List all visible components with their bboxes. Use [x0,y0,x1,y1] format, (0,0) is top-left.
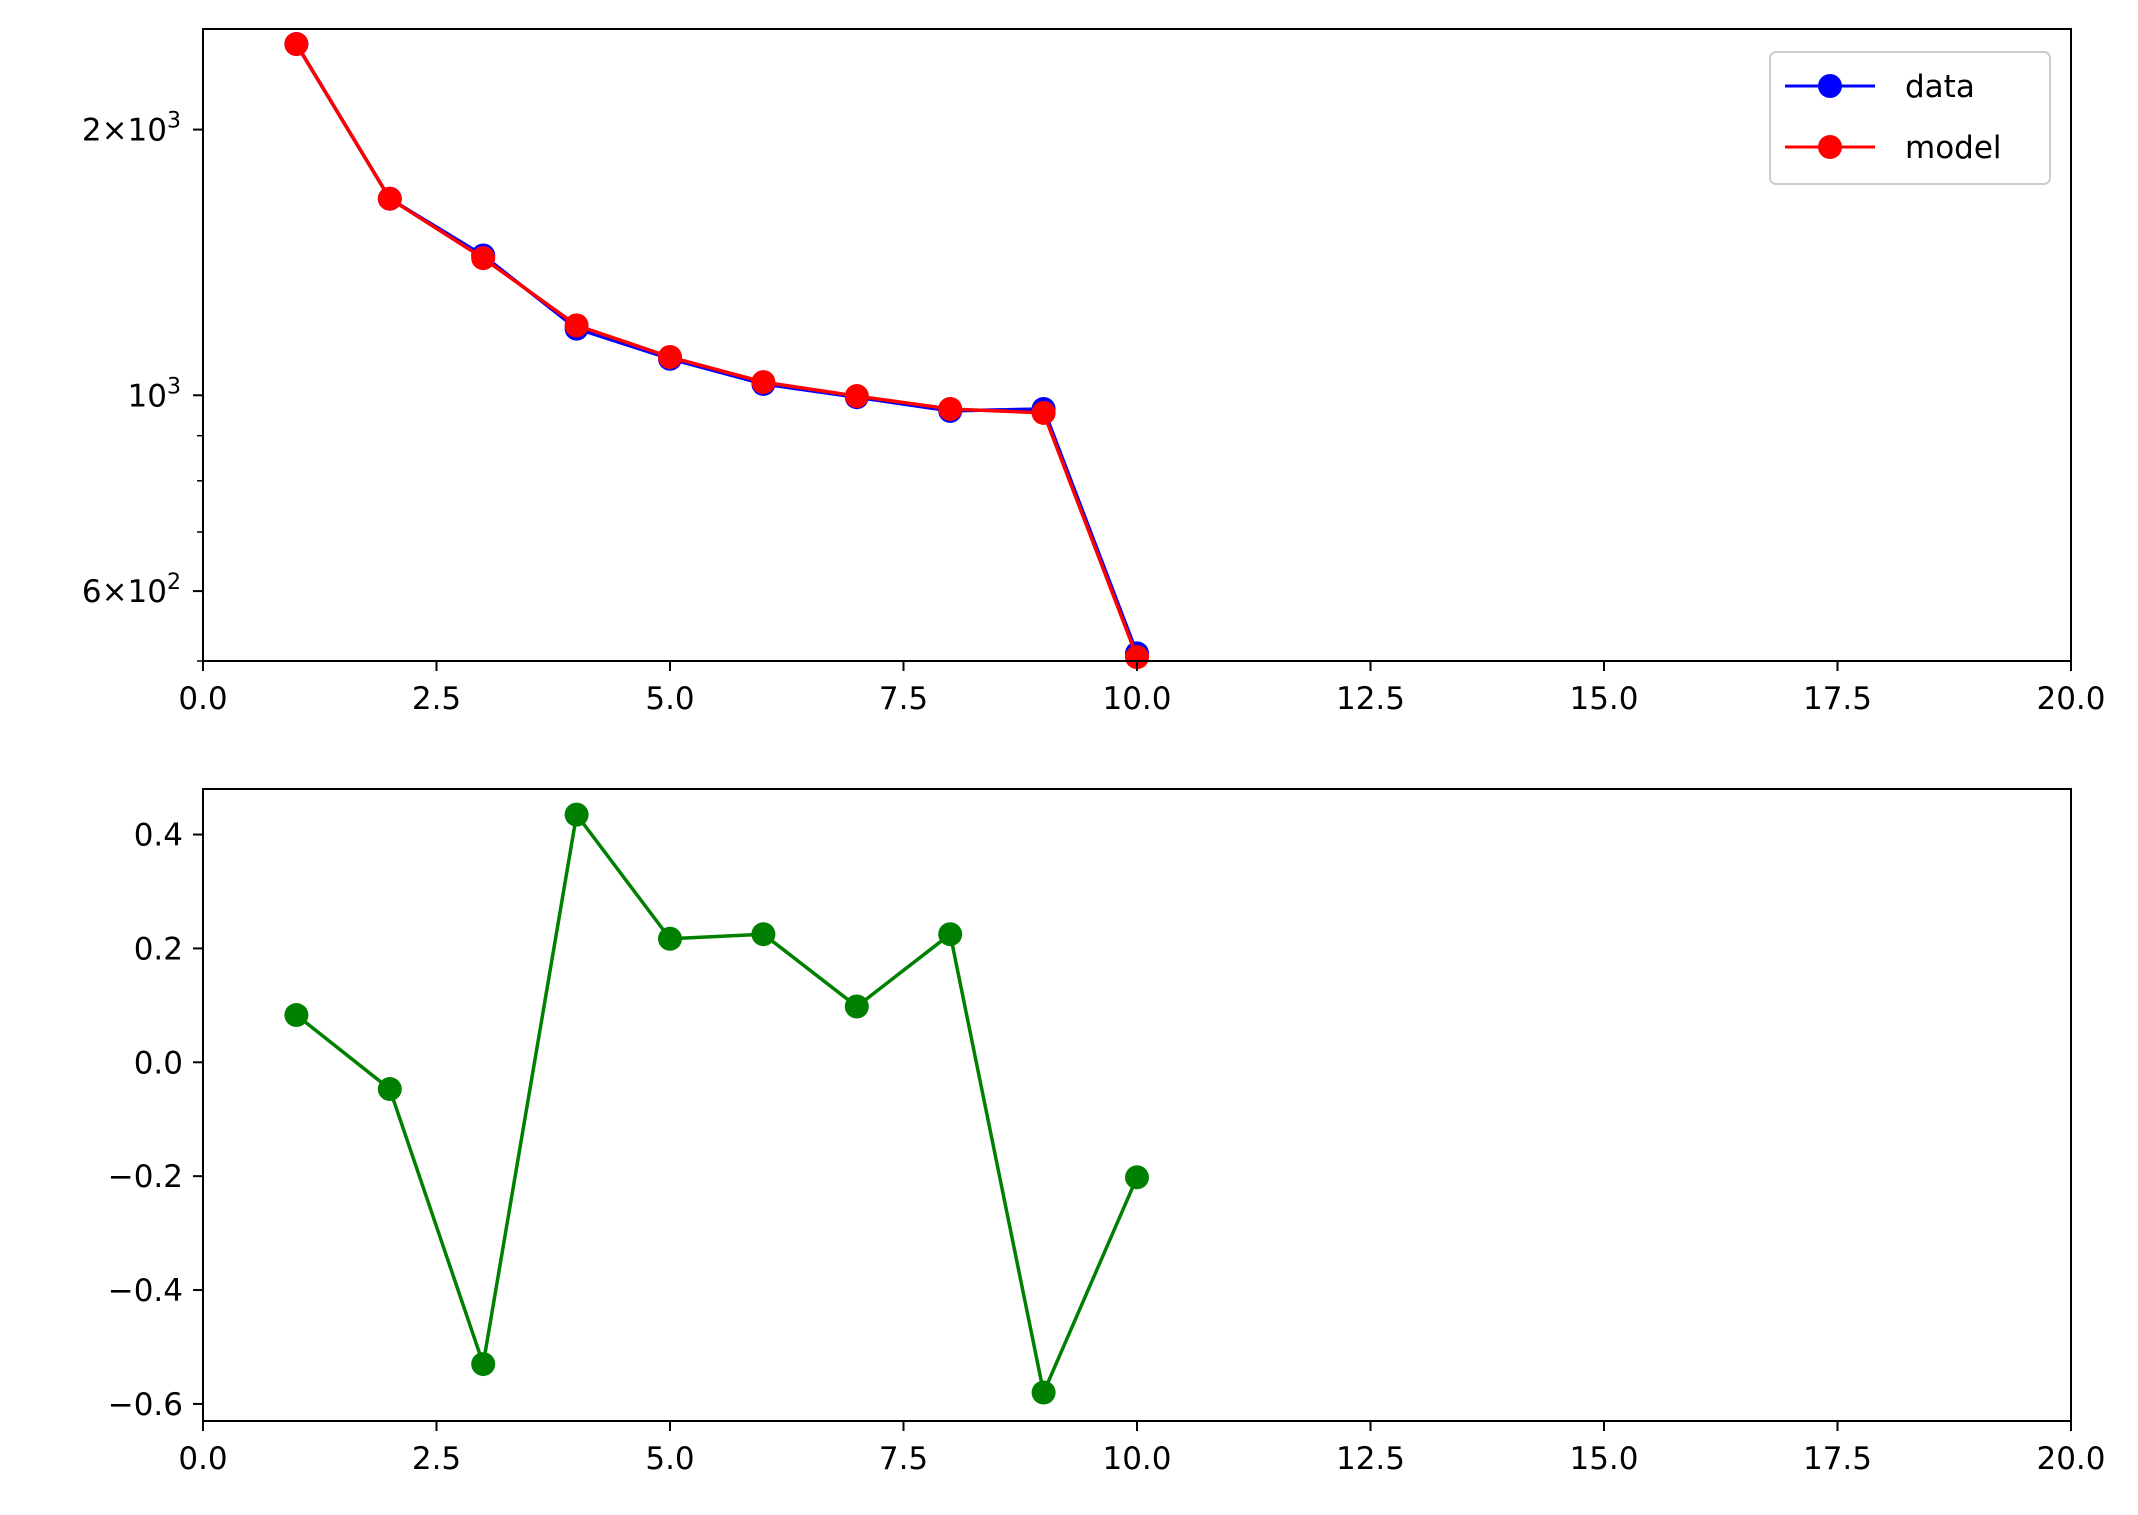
bottom-y-tick-label: 0.0 [134,1045,183,1081]
top-x-tick-label: 0.0 [178,681,227,717]
top-y-tick-label: 6×102 [82,570,181,610]
data-point-model [564,313,589,338]
top-y-tick-label: 2×103 [82,109,181,149]
top-x-tick-label: 12.5 [1336,681,1405,717]
top-x-axis: 0.0 2.5 5.0 7.5 10.0 12.5 15.0 17.5 20.0 [178,661,2106,717]
bottom-x-tick-label: 7.5 [879,1441,928,1477]
data-point-residual [844,994,869,1019]
data-point-residual [471,1352,496,1377]
bottom-y-tick-label: 0.4 [134,818,183,854]
top-x-tick-label: 10.0 [1102,681,1171,717]
series-line-residual [295,812,1139,1395]
top-y-axis: 6×102 103 2×103 [82,109,203,662]
data-point-model [284,32,309,57]
data-point-residual [284,1003,309,1028]
top-chart-panel: 0.0 2.5 5.0 7.5 10.0 12.5 15.0 17.5 20.0 6×102 10… [82,28,2106,717]
data-point-residual [564,802,589,827]
data-point-residual [1031,1380,1056,1405]
top-x-tick-label: 20.0 [2036,681,2105,717]
data-point-model [377,186,402,211]
top-x-tick-label: 7.5 [879,681,928,717]
bottom-plot-area [284,802,1149,1405]
legend-entry-data: data [1785,69,1975,105]
bottom-x-tick-label: 20.0 [2036,1441,2105,1477]
top-x-tick-label: 5.0 [645,681,694,717]
data-point-residual [658,926,682,951]
bottom-x-tick-label: 15.0 [1569,1441,1638,1477]
bottom-x-tick-label: 2.5 [412,1441,461,1477]
top-plot-area [284,32,1149,670]
top-x-tick-label: 17.5 [1803,681,1872,717]
top-x-tick-label: 15.0 [1569,681,1638,717]
legend-label-data: data [1905,69,1975,105]
legend-marker-model [1818,135,1842,159]
bottom-y-tick-label: 0.2 [134,931,183,967]
bottom-chart-panel: 0.0 2.5 5.0 7.5 10.0 12.5 15.0 17.5 20.0 −0.6−0.… [108,788,2106,1477]
top-x-tick-label: 2.5 [412,681,461,717]
data-point-model [471,246,496,271]
data-point-model [1125,645,1149,670]
legend: data model [1769,51,2051,185]
bottom-y-axis: −0.6 −0.4 −0.2 0.0 0.2 0.4 [108,818,203,1423]
data-point-residual [1125,1165,1149,1190]
bottom-x-tick-label: 10.0 [1102,1441,1171,1477]
bottom-x-tick-label: 17.5 [1803,1441,1872,1477]
data-point-residual [377,1077,402,1102]
data-point-residual [938,922,963,947]
bottom-x-tick-label: 0.0 [178,1441,227,1477]
data-point-model [938,396,963,421]
data-point-model [1031,400,1056,425]
legend-label-model: model [1905,130,2002,166]
legend-entry-model: model [1785,130,2002,166]
legend-marker-data [1818,74,1842,98]
bottom-x-tick-label: 12.5 [1336,1441,1405,1477]
data-point-residual [751,922,776,947]
data-point-model [658,345,682,370]
bottom-x-tick-label: 5.0 [645,1441,694,1477]
bottom-y-tick-label: −0.4 [108,1273,183,1309]
bottom-y-tick-label: −0.2 [108,1159,183,1195]
data-point-model [751,370,776,395]
bottom-y-tick-label: −0.6 [108,1387,183,1423]
bottom-x-axis: 0.0 2.5 5.0 7.5 10.0 12.5 15.0 17.5 20.0 [178,1421,2106,1477]
series-line-model [294,43,1139,658]
top-y-tick-label: 103 [128,374,181,414]
data-point-model [844,384,869,409]
